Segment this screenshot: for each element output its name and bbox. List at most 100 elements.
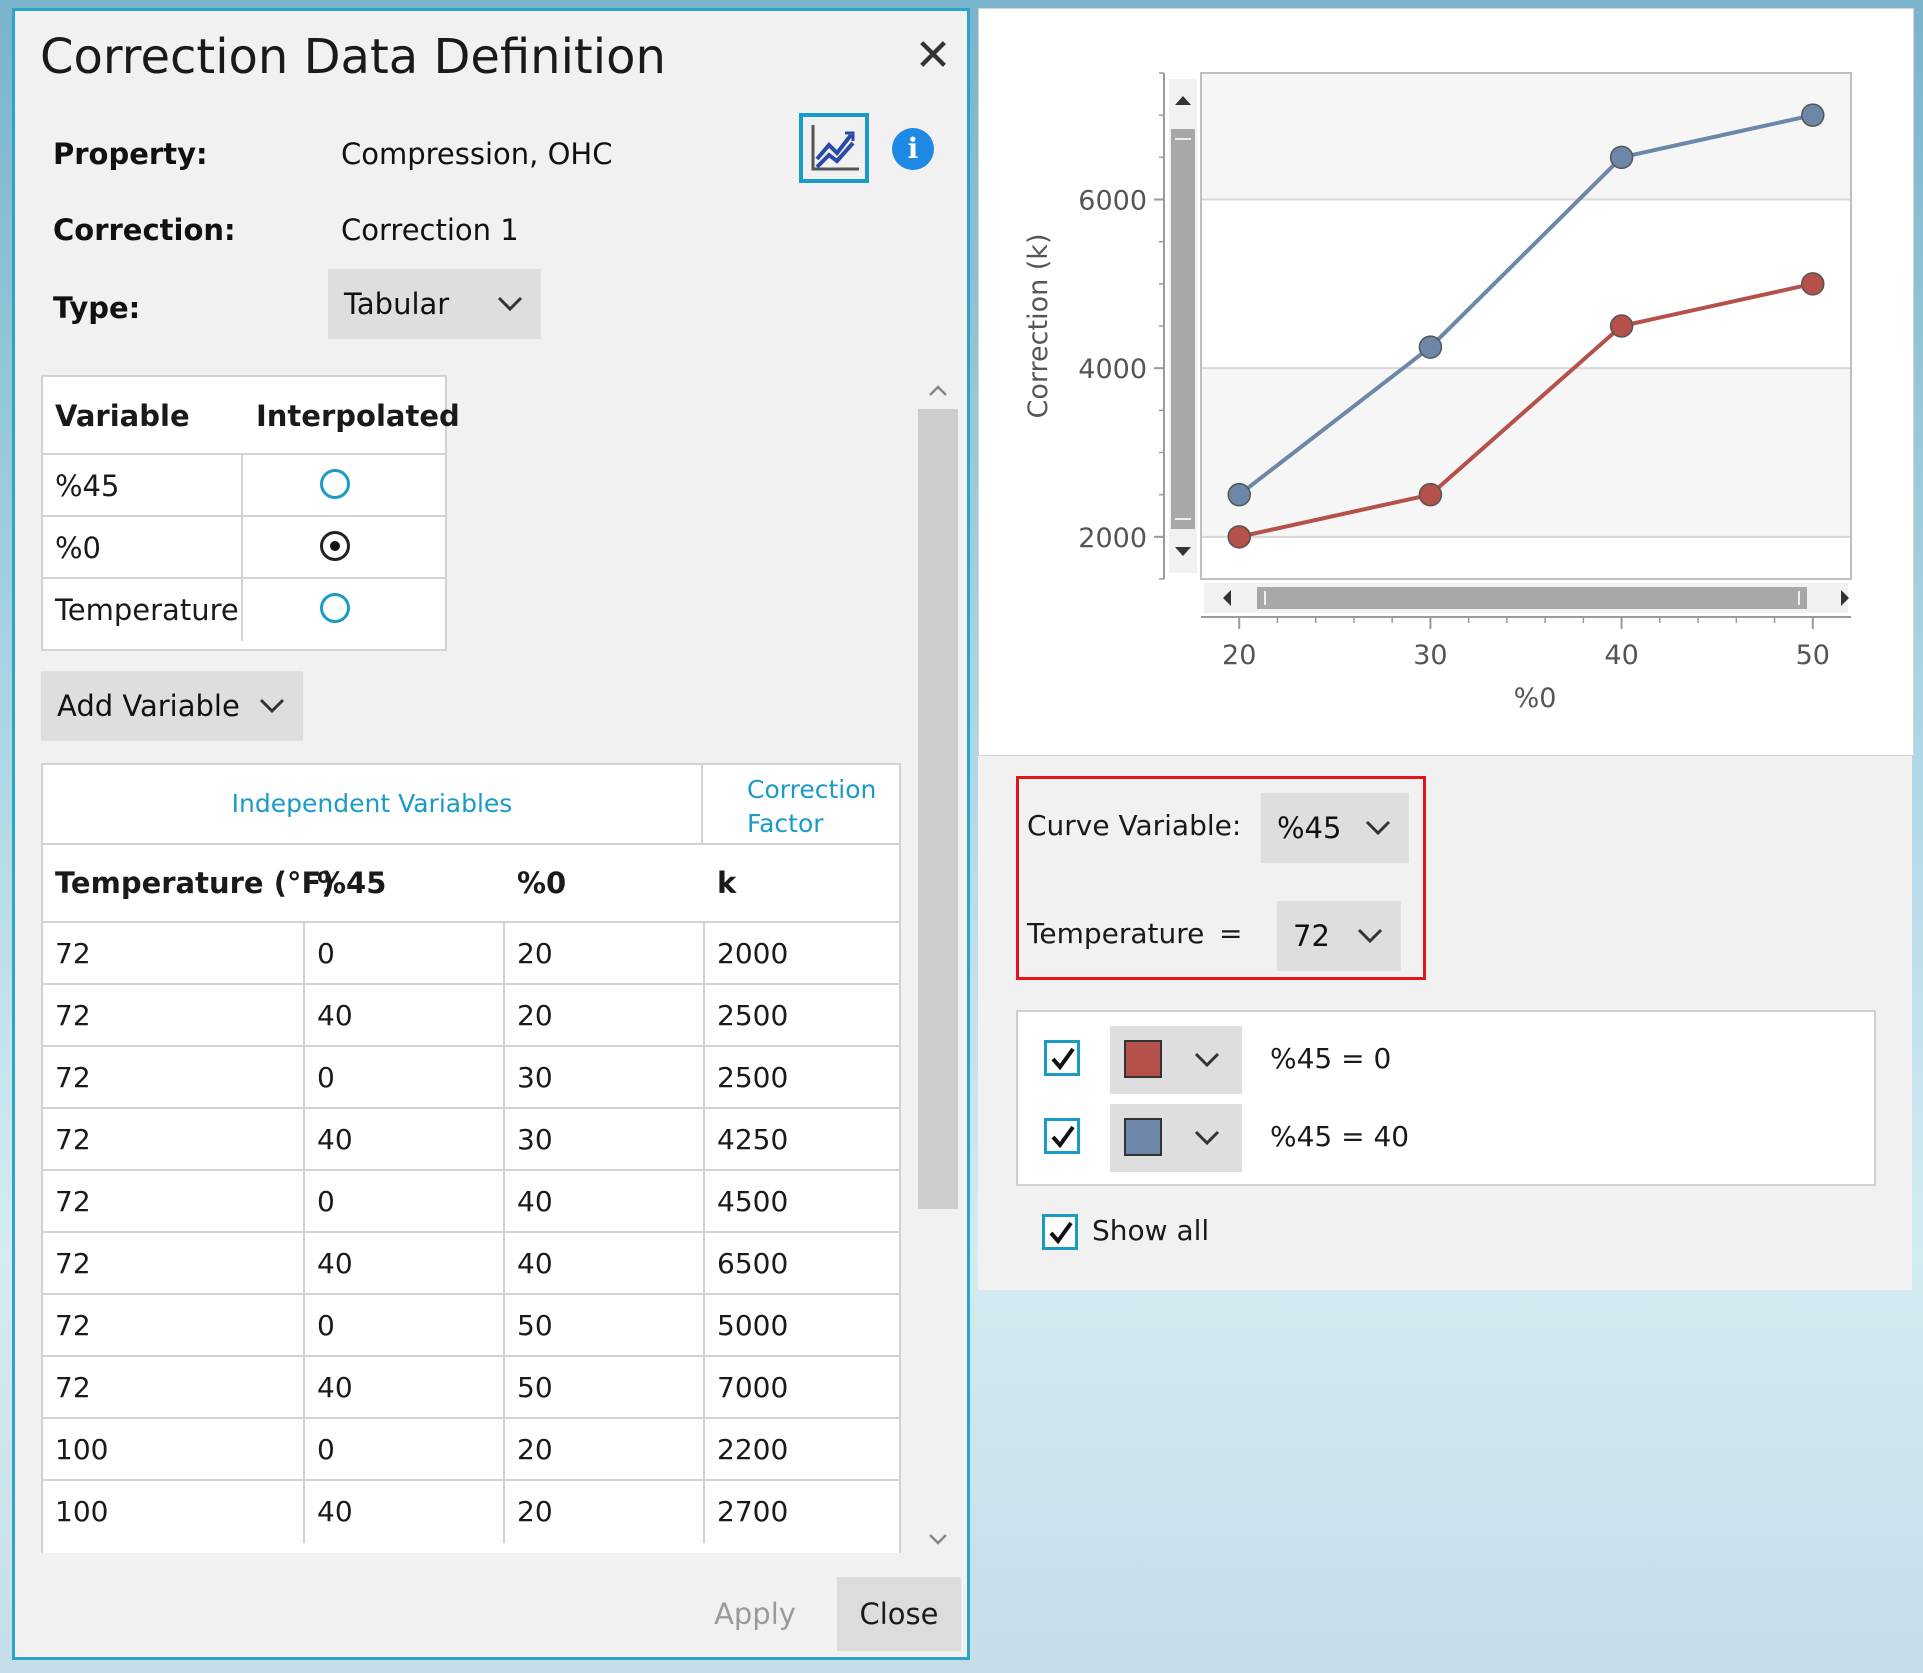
table-row[interactable]: 72 40 20 2500 xyxy=(43,983,899,1047)
y-tick-label: 2000 xyxy=(1078,523,1147,554)
correction-label: Correction: xyxy=(53,213,236,247)
y-axis-label: Correction (k) xyxy=(1023,234,1054,419)
scroll-left-icon[interactable] xyxy=(1223,590,1231,606)
table-row[interactable]: 72 40 50 7000 xyxy=(43,1355,899,1419)
table-row[interactable]: 72 0 30 2500 xyxy=(43,1045,899,1109)
curve-visible-checkbox[interactable] xyxy=(1044,1118,1080,1154)
temperature-cell[interactable]: 72 xyxy=(55,1061,91,1094)
interpolated-radio[interactable] xyxy=(320,593,350,623)
data-point[interactable] xyxy=(1609,314,1634,338)
temperature-cell[interactable]: 100 xyxy=(55,1433,109,1466)
data-point[interactable] xyxy=(1801,272,1825,296)
pct0-cell[interactable]: 50 xyxy=(517,1371,553,1404)
x-tick-label: 20 xyxy=(1222,640,1256,671)
chart-vertical-scrollbar[interactable] xyxy=(1169,79,1197,573)
temperature-cell[interactable]: 72 xyxy=(55,1247,91,1280)
table-row[interactable]: 72 0 40 4500 xyxy=(43,1169,899,1233)
table-row[interactable]: 72 0 50 5000 xyxy=(43,1293,899,1357)
close-button[interactable]: Close xyxy=(837,1577,961,1651)
pct45-cell[interactable]: 0 xyxy=(317,1309,335,1342)
k-cell[interactable]: 2200 xyxy=(717,1433,789,1466)
data-point[interactable] xyxy=(1418,482,1443,507)
chevron-up-icon xyxy=(929,385,947,396)
k-cell[interactable]: 6500 xyxy=(717,1247,789,1280)
temperature-cell[interactable]: 72 xyxy=(55,937,91,970)
vertical-scrollbar-thumb[interactable] xyxy=(918,409,958,1209)
pct45-cell[interactable]: 40 xyxy=(317,1495,353,1528)
scroll-down-arrow[interactable] xyxy=(918,1521,958,1557)
scroll-right-icon[interactable] xyxy=(1841,590,1849,606)
interpolated-radio-selected[interactable] xyxy=(320,531,350,561)
curve-color-dropdown[interactable] xyxy=(1110,1026,1242,1094)
close-icon[interactable]: ✕ xyxy=(914,30,952,81)
k-cell[interactable]: 2500 xyxy=(717,1061,789,1094)
pct0-cell[interactable]: 30 xyxy=(517,1061,553,1094)
temperature-cell[interactable]: 72 xyxy=(55,1185,91,1218)
curve-visible-checkbox[interactable] xyxy=(1044,1040,1080,1076)
pct0-cell[interactable]: 20 xyxy=(517,999,553,1032)
k-cell[interactable]: 4250 xyxy=(717,1123,789,1156)
table-row[interactable]: 72 0 20 2000 xyxy=(43,921,899,985)
checkmark-icon xyxy=(1051,1125,1075,1149)
table-row[interactable]: 72 40 30 4250 xyxy=(43,1107,899,1171)
y-tick-label: 4000 xyxy=(1078,354,1147,385)
correction-dialog: Correction Data Definition ✕ Property: C… xyxy=(12,8,970,1660)
k-cell[interactable]: 2500 xyxy=(717,999,789,1032)
variable-name: %45 xyxy=(55,469,120,503)
pct0-cell[interactable]: 30 xyxy=(517,1123,553,1156)
pct0-cell[interactable]: 40 xyxy=(517,1247,553,1280)
x-tick-label: 50 xyxy=(1796,640,1830,671)
pct0-cell[interactable]: 40 xyxy=(517,1185,553,1218)
temperature-cell[interactable]: 100 xyxy=(55,1495,109,1528)
x-tick-label: 30 xyxy=(1413,640,1447,671)
k-cell[interactable]: 7000 xyxy=(717,1371,789,1404)
pct45-cell[interactable]: 0 xyxy=(317,1061,335,1094)
data-point[interactable] xyxy=(1801,103,1825,127)
k-cell[interactable]: 2700 xyxy=(717,1495,789,1528)
pct45-cell[interactable]: 0 xyxy=(317,937,335,970)
temperature-dropdown[interactable]: 72 xyxy=(1277,901,1401,971)
temperature-cell[interactable]: 72 xyxy=(55,1309,91,1342)
correction-factor-header: Correction Factor xyxy=(747,773,876,851)
pct0-cell[interactable]: 20 xyxy=(517,1433,553,1466)
data-point[interactable] xyxy=(1227,525,1251,549)
chart-toggle-button[interactable] xyxy=(799,113,869,183)
pct0-cell[interactable]: 20 xyxy=(517,1495,553,1528)
line-chart: 2000 4000 6000 20 30 40 50 Correction (k) %0 xyxy=(1023,72,1852,714)
pct45-cell[interactable]: 0 xyxy=(317,1185,335,1218)
temperature-cell[interactable]: 72 xyxy=(55,1123,91,1156)
scroll-up-icon[interactable] xyxy=(1175,96,1191,105)
k-cell[interactable]: 2000 xyxy=(717,937,789,970)
data-point[interactable] xyxy=(1609,145,1634,170)
interpolated-radio[interactable] xyxy=(320,469,350,499)
scroll-up-arrow[interactable] xyxy=(918,373,958,409)
pct45-cell[interactable]: 0 xyxy=(317,1433,335,1466)
scroll-down-icon[interactable] xyxy=(1175,547,1191,556)
pct45-cell[interactable]: 40 xyxy=(317,1123,353,1156)
pct0-cell[interactable]: 50 xyxy=(517,1309,553,1342)
temperature-cell[interactable]: 72 xyxy=(55,999,91,1032)
pct45-cell[interactable]: 40 xyxy=(317,1371,353,1404)
checkmark-icon xyxy=(1051,1047,1075,1071)
curve-variable-dropdown[interactable]: %45 xyxy=(1261,793,1409,863)
data-point[interactable] xyxy=(1227,482,1251,507)
info-icon[interactable]: i xyxy=(892,128,934,170)
add-variable-dropdown[interactable]: Add Variable xyxy=(41,671,303,741)
table-row[interactable]: 72 40 40 6500 xyxy=(43,1231,899,1295)
k-cell[interactable]: 5000 xyxy=(717,1309,789,1342)
table-row[interactable]: 100 0 20 2200 xyxy=(43,1417,899,1481)
series-line xyxy=(1238,113,1814,497)
apply-button[interactable]: Apply xyxy=(714,1597,796,1631)
type-dropdown[interactable]: Tabular xyxy=(328,269,541,339)
pct0-cell[interactable]: 20 xyxy=(517,937,553,970)
property-value: Compression, OHC xyxy=(341,137,613,171)
temperature-cell[interactable]: 72 xyxy=(55,1371,91,1404)
pct45-cell[interactable]: 40 xyxy=(317,999,353,1032)
pct45-cell[interactable]: 40 xyxy=(317,1247,353,1280)
table-row[interactable]: 100 40 20 2700 xyxy=(43,1479,899,1543)
curve-color-dropdown[interactable] xyxy=(1110,1104,1242,1172)
chart-horizontal-scrollbar[interactable] xyxy=(1204,583,1849,613)
show-all-checkbox[interactable] xyxy=(1042,1214,1078,1250)
data-point[interactable] xyxy=(1418,335,1443,359)
k-cell[interactable]: 4500 xyxy=(717,1185,789,1218)
